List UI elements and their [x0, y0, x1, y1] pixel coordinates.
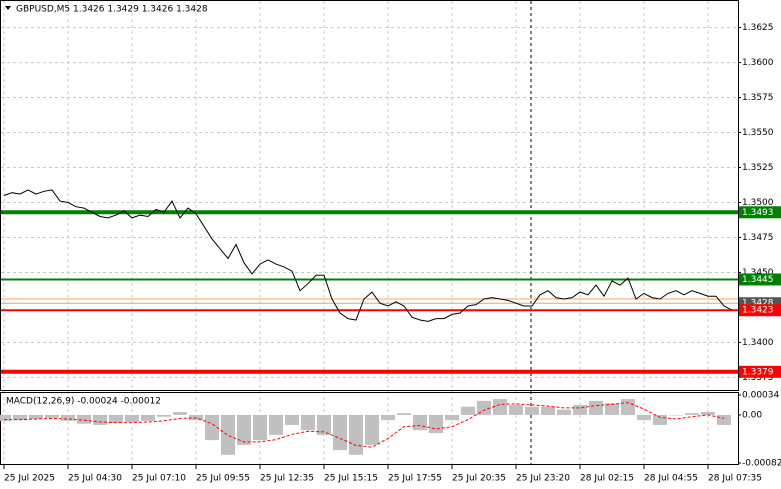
x-tick-label: 25 Jul 07:10	[132, 474, 186, 484]
macd-bar	[77, 414, 91, 424]
macd-bar	[413, 414, 427, 431]
macd-bar	[365, 414, 379, 445]
macd-bar	[637, 414, 651, 421]
y-tick-label: 1.3575	[742, 93, 774, 103]
level-label-bg	[739, 273, 781, 286]
y-tick-label: 0.00034	[742, 391, 779, 401]
level-label-bg	[739, 304, 781, 317]
macd-bar	[717, 414, 731, 425]
y-tick-label: 1.3525	[742, 163, 774, 173]
macd-bar	[397, 413, 411, 415]
y-tick-label: 1.3450	[742, 268, 774, 278]
macd-bar	[477, 400, 491, 415]
macd-bar	[109, 414, 123, 424]
macd-bar	[669, 414, 683, 416]
macd-panel-border	[0, 392, 739, 465]
macd-bar	[45, 414, 59, 418]
level-label-bg	[739, 206, 781, 219]
macd-bar	[701, 412, 715, 415]
macd-bar	[93, 414, 107, 425]
y-tick-label: 1.3550	[742, 128, 774, 138]
y-tick-label: 1.3600	[742, 58, 774, 68]
x-tick-label: 25 Jul 2025	[4, 474, 55, 484]
level-label: 1.3493	[742, 208, 774, 218]
macd-bar	[493, 399, 507, 415]
signal-line	[4, 402, 725, 448]
macd-bar	[237, 414, 251, 445]
macd-bar	[621, 399, 635, 415]
macd-bar	[205, 414, 219, 441]
y-tick-label: 1.3375	[742, 373, 774, 383]
chart-title: GBPUSD,M5 1.3426 1.3429 1.3426 1.3428	[16, 5, 208, 15]
macd-bar	[685, 413, 699, 415]
macd-bar	[317, 414, 331, 435]
macd-bar	[269, 414, 283, 435]
level-label: 1.3423	[742, 306, 774, 316]
macd-bar	[605, 403, 619, 415]
y-tick-label: 1.3400	[742, 338, 774, 348]
macd-bar	[557, 409, 571, 415]
macd-bar	[541, 406, 555, 415]
x-tick-label: 28 Jul 04:55	[644, 474, 698, 484]
macd-bar	[157, 414, 171, 417]
y-tick-label: 1.3625	[742, 23, 774, 33]
price-label: 1.3428	[742, 299, 774, 309]
x-tick-label: 25 Jul 09:55	[196, 474, 250, 484]
x-tick-label: 25 Jul 12:35	[260, 474, 314, 484]
y-tick-label: 1.3475	[742, 233, 774, 243]
x-tick-label: 28 Jul 07:35	[708, 474, 762, 484]
macd-bar	[525, 406, 539, 415]
macd-bar	[381, 414, 395, 421]
macd-bar	[429, 414, 443, 434]
x-tick-label: 25 Jul 20:35	[452, 474, 506, 484]
macd-bar	[301, 414, 315, 431]
x-tick-label: 28 Jul 02:15	[580, 474, 634, 484]
macd-title: MACD(12,26,9) -0.00024 -0.00012	[6, 397, 161, 407]
macd-bar	[0, 414, 11, 421]
x-tick-label: 25 Jul 23:20	[516, 474, 570, 484]
y-tick-label: 0.00	[742, 410, 762, 420]
macd-bar	[461, 406, 475, 415]
macd-bar	[445, 414, 459, 421]
macd-bar	[61, 414, 75, 421]
macd-bar	[141, 414, 155, 421]
x-tick-label: 25 Jul 17:55	[388, 474, 442, 484]
y-tick-label: -0.00082	[742, 459, 781, 469]
macd-bar	[253, 414, 267, 441]
macd-bar	[173, 412, 187, 415]
macd-bar	[221, 414, 235, 455]
macd-bar	[333, 414, 347, 451]
menu-triangle	[5, 6, 11, 10]
y-tick-label: 1.3500	[742, 198, 774, 208]
x-tick-label: 25 Jul 15:15	[324, 474, 378, 484]
level-label: 1.3445	[742, 275, 774, 285]
macd-bar	[349, 414, 363, 455]
macd-bar	[509, 404, 523, 415]
macd-bar	[573, 404, 587, 415]
x-tick-label: 25 Jul 04:30	[68, 474, 122, 484]
macd-bar	[29, 414, 43, 420]
macd-bar	[285, 414, 299, 425]
level-label-bg	[739, 365, 781, 378]
macd-bar	[653, 414, 667, 425]
macd-bar	[125, 414, 139, 422]
price-line-series	[3, 189, 733, 322]
main-panel-border	[0, 0, 739, 391]
macd-bar	[589, 400, 603, 415]
level-label: 1.3379	[742, 367, 774, 377]
macd-bar	[13, 414, 27, 421]
